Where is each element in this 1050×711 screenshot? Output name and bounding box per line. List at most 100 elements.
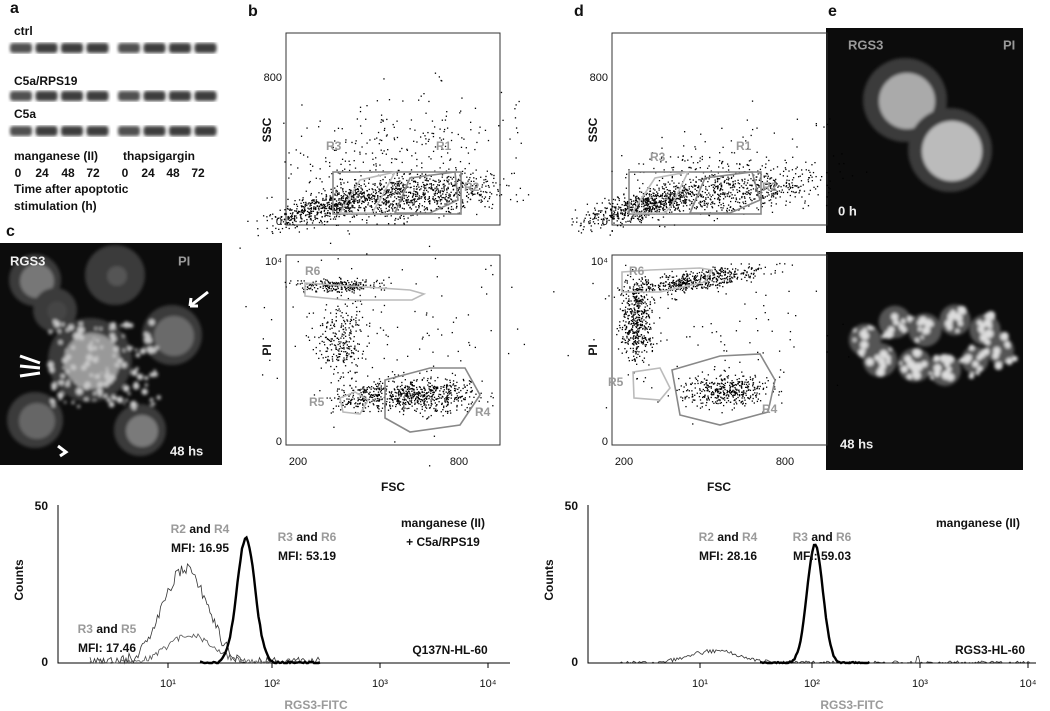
event bbox=[741, 180, 744, 182]
event bbox=[353, 194, 355, 196]
event bbox=[611, 214, 614, 216]
event bbox=[307, 286, 309, 288]
event bbox=[663, 183, 665, 185]
event bbox=[284, 212, 286, 215]
event bbox=[668, 189, 670, 192]
event bbox=[348, 395, 350, 397]
event bbox=[363, 207, 366, 210]
event bbox=[486, 180, 489, 182]
event bbox=[412, 395, 415, 398]
event bbox=[801, 173, 804, 175]
event bbox=[421, 338, 424, 340]
event bbox=[337, 224, 339, 226]
event bbox=[413, 202, 415, 204]
fragment bbox=[887, 326, 895, 333]
event bbox=[390, 396, 393, 398]
event bbox=[306, 316, 308, 318]
event bbox=[784, 167, 787, 169]
event bbox=[580, 232, 583, 234]
event bbox=[438, 181, 440, 183]
event bbox=[422, 336, 424, 338]
event bbox=[646, 284, 648, 286]
event bbox=[697, 196, 699, 198]
event bbox=[357, 284, 360, 286]
event bbox=[373, 164, 375, 166]
event bbox=[491, 203, 494, 206]
event bbox=[770, 169, 772, 172]
event bbox=[453, 400, 455, 402]
event bbox=[408, 191, 411, 193]
event bbox=[407, 394, 409, 397]
event bbox=[470, 386, 472, 389]
event bbox=[352, 352, 354, 354]
event bbox=[686, 275, 688, 278]
event bbox=[433, 387, 435, 390]
event bbox=[289, 282, 291, 284]
event bbox=[466, 191, 468, 194]
event bbox=[446, 412, 449, 414]
event bbox=[371, 206, 373, 208]
event bbox=[782, 191, 785, 194]
event bbox=[807, 205, 810, 207]
event bbox=[636, 215, 638, 217]
event bbox=[360, 388, 362, 391]
event bbox=[367, 335, 369, 337]
event bbox=[371, 196, 373, 198]
event bbox=[639, 220, 641, 223]
event bbox=[622, 290, 625, 292]
event bbox=[412, 389, 414, 391]
event bbox=[333, 149, 336, 152]
event bbox=[302, 154, 305, 156]
event bbox=[410, 199, 413, 202]
event bbox=[340, 280, 342, 283]
event bbox=[427, 198, 429, 201]
event bbox=[300, 280, 302, 282]
event bbox=[743, 208, 745, 210]
event bbox=[721, 127, 723, 129]
event bbox=[418, 99, 420, 101]
granule bbox=[47, 361, 54, 369]
event bbox=[329, 208, 331, 210]
event bbox=[431, 394, 434, 396]
event bbox=[600, 227, 602, 229]
event bbox=[420, 398, 423, 401]
event bbox=[654, 202, 657, 205]
event bbox=[413, 140, 415, 142]
event bbox=[425, 407, 428, 409]
event bbox=[723, 205, 725, 207]
event bbox=[399, 392, 402, 394]
event bbox=[484, 129, 487, 132]
event bbox=[805, 169, 807, 171]
event bbox=[452, 321, 455, 323]
event bbox=[387, 189, 389, 191]
event bbox=[401, 175, 403, 178]
event bbox=[609, 234, 611, 236]
event bbox=[335, 191, 337, 193]
event bbox=[695, 281, 697, 284]
granule bbox=[100, 371, 103, 375]
event bbox=[700, 179, 702, 181]
event bbox=[372, 188, 374, 191]
event bbox=[509, 138, 511, 140]
event bbox=[442, 184, 444, 186]
event bbox=[393, 126, 395, 128]
event bbox=[400, 388, 402, 390]
event bbox=[701, 205, 703, 207]
event bbox=[416, 408, 418, 410]
event bbox=[648, 214, 650, 216]
event bbox=[299, 152, 302, 154]
event bbox=[294, 210, 296, 212]
event bbox=[490, 395, 492, 398]
event bbox=[841, 153, 843, 155]
event bbox=[413, 395, 415, 397]
event bbox=[368, 398, 370, 401]
event bbox=[764, 202, 766, 204]
event bbox=[667, 292, 669, 294]
event bbox=[336, 390, 339, 392]
event bbox=[354, 283, 356, 285]
event bbox=[610, 216, 612, 219]
event bbox=[334, 344, 337, 347]
event bbox=[360, 187, 362, 189]
event bbox=[670, 199, 672, 202]
event bbox=[294, 216, 296, 218]
